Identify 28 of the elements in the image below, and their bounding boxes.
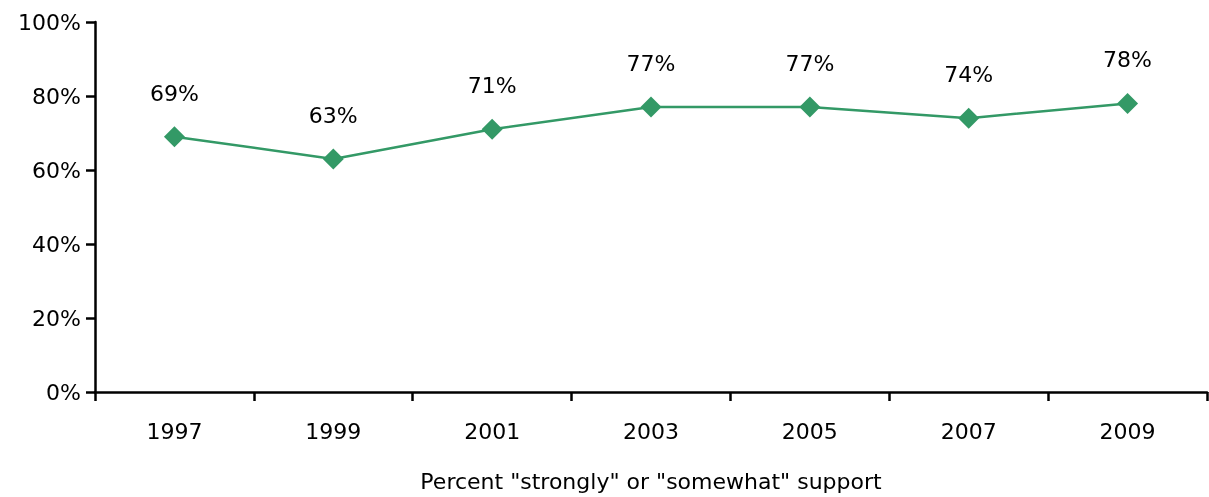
point <box>322 148 344 170</box>
x-tick-label: 2001 <box>464 418 521 444</box>
x-tick-label: 2007 <box>940 418 997 444</box>
y-tick-label: 100% <box>18 9 81 35</box>
data-label: 77% <box>626 51 676 77</box>
y-tick-label: 40% <box>32 231 81 257</box>
x-tick-label: 2003 <box>623 418 679 444</box>
y-tick-label: 0% <box>46 379 81 405</box>
data-label: 63% <box>308 102 358 128</box>
x-tick-label: 2009 <box>1099 418 1156 444</box>
data-label: 74% <box>944 62 994 88</box>
data-label: 78% <box>1103 47 1153 73</box>
data-label: 69% <box>149 80 199 106</box>
y-tick-label: 60% <box>32 157 81 183</box>
data-label: 77% <box>785 51 835 77</box>
x-axis-title: Percent "strongly" or "somewhat" support <box>420 468 883 494</box>
point <box>1117 92 1139 114</box>
data-label: 71% <box>467 73 517 99</box>
x-tick-label: 1997 <box>146 418 203 444</box>
point <box>799 96 821 118</box>
point <box>163 126 185 148</box>
point <box>958 107 980 129</box>
point <box>481 118 503 140</box>
point <box>640 96 662 118</box>
x-tick-label: 1999 <box>305 418 362 444</box>
y-tick-label: 80% <box>32 83 81 109</box>
y-tick-label: 20% <box>32 305 81 331</box>
x-tick-label: 2005 <box>781 418 838 444</box>
